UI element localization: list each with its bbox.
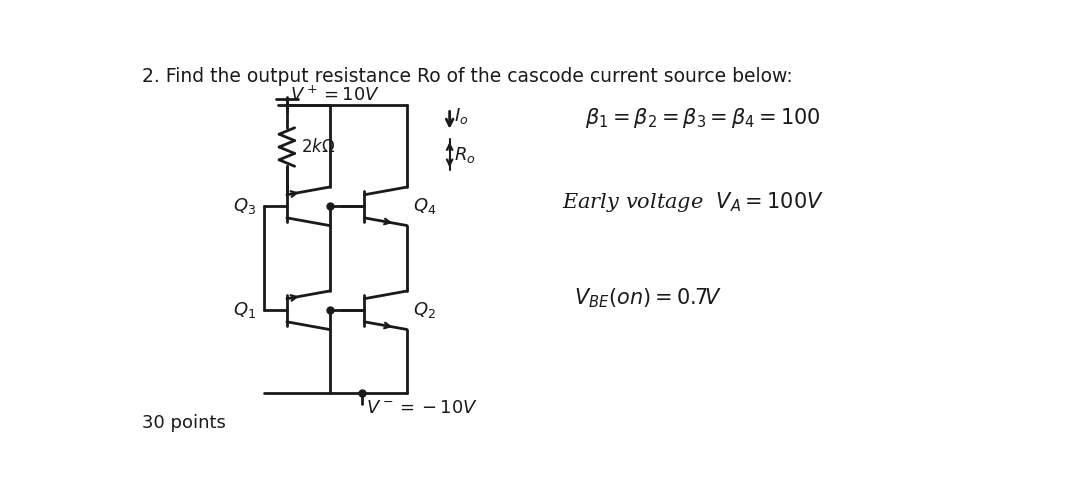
Text: $\beta_1 = \beta_2 = \beta_3 = \beta_4 = 100$: $\beta_1 = \beta_2 = \beta_3 = \beta_4 =… — [585, 106, 821, 130]
Text: $V_{BE}(on) = 0.7V$: $V_{BE}(on) = 0.7V$ — [573, 287, 721, 310]
Text: $Q_1$: $Q_1$ — [232, 300, 255, 320]
Text: 2. Find the output resistance Ro of the cascode current source below:: 2. Find the output resistance Ro of the … — [142, 68, 793, 86]
Text: Early voltage  $V_A = 100V$: Early voltage $V_A = 100V$ — [561, 190, 824, 214]
Text: $V^- = -10V$: $V^- = -10V$ — [366, 399, 478, 417]
Text: $I_o$: $I_o$ — [454, 106, 468, 126]
Text: 30 points: 30 points — [142, 414, 226, 432]
Text: $Q_2$: $Q_2$ — [413, 300, 437, 320]
Text: $V^+ = 10V$: $V^+ = 10V$ — [290, 86, 380, 105]
Text: $Q_4$: $Q_4$ — [413, 196, 437, 216]
Text: $2k\Omega$: $2k\Omega$ — [301, 138, 336, 156]
Text: $R_o$: $R_o$ — [454, 144, 476, 165]
Text: $Q_3$: $Q_3$ — [232, 196, 255, 216]
